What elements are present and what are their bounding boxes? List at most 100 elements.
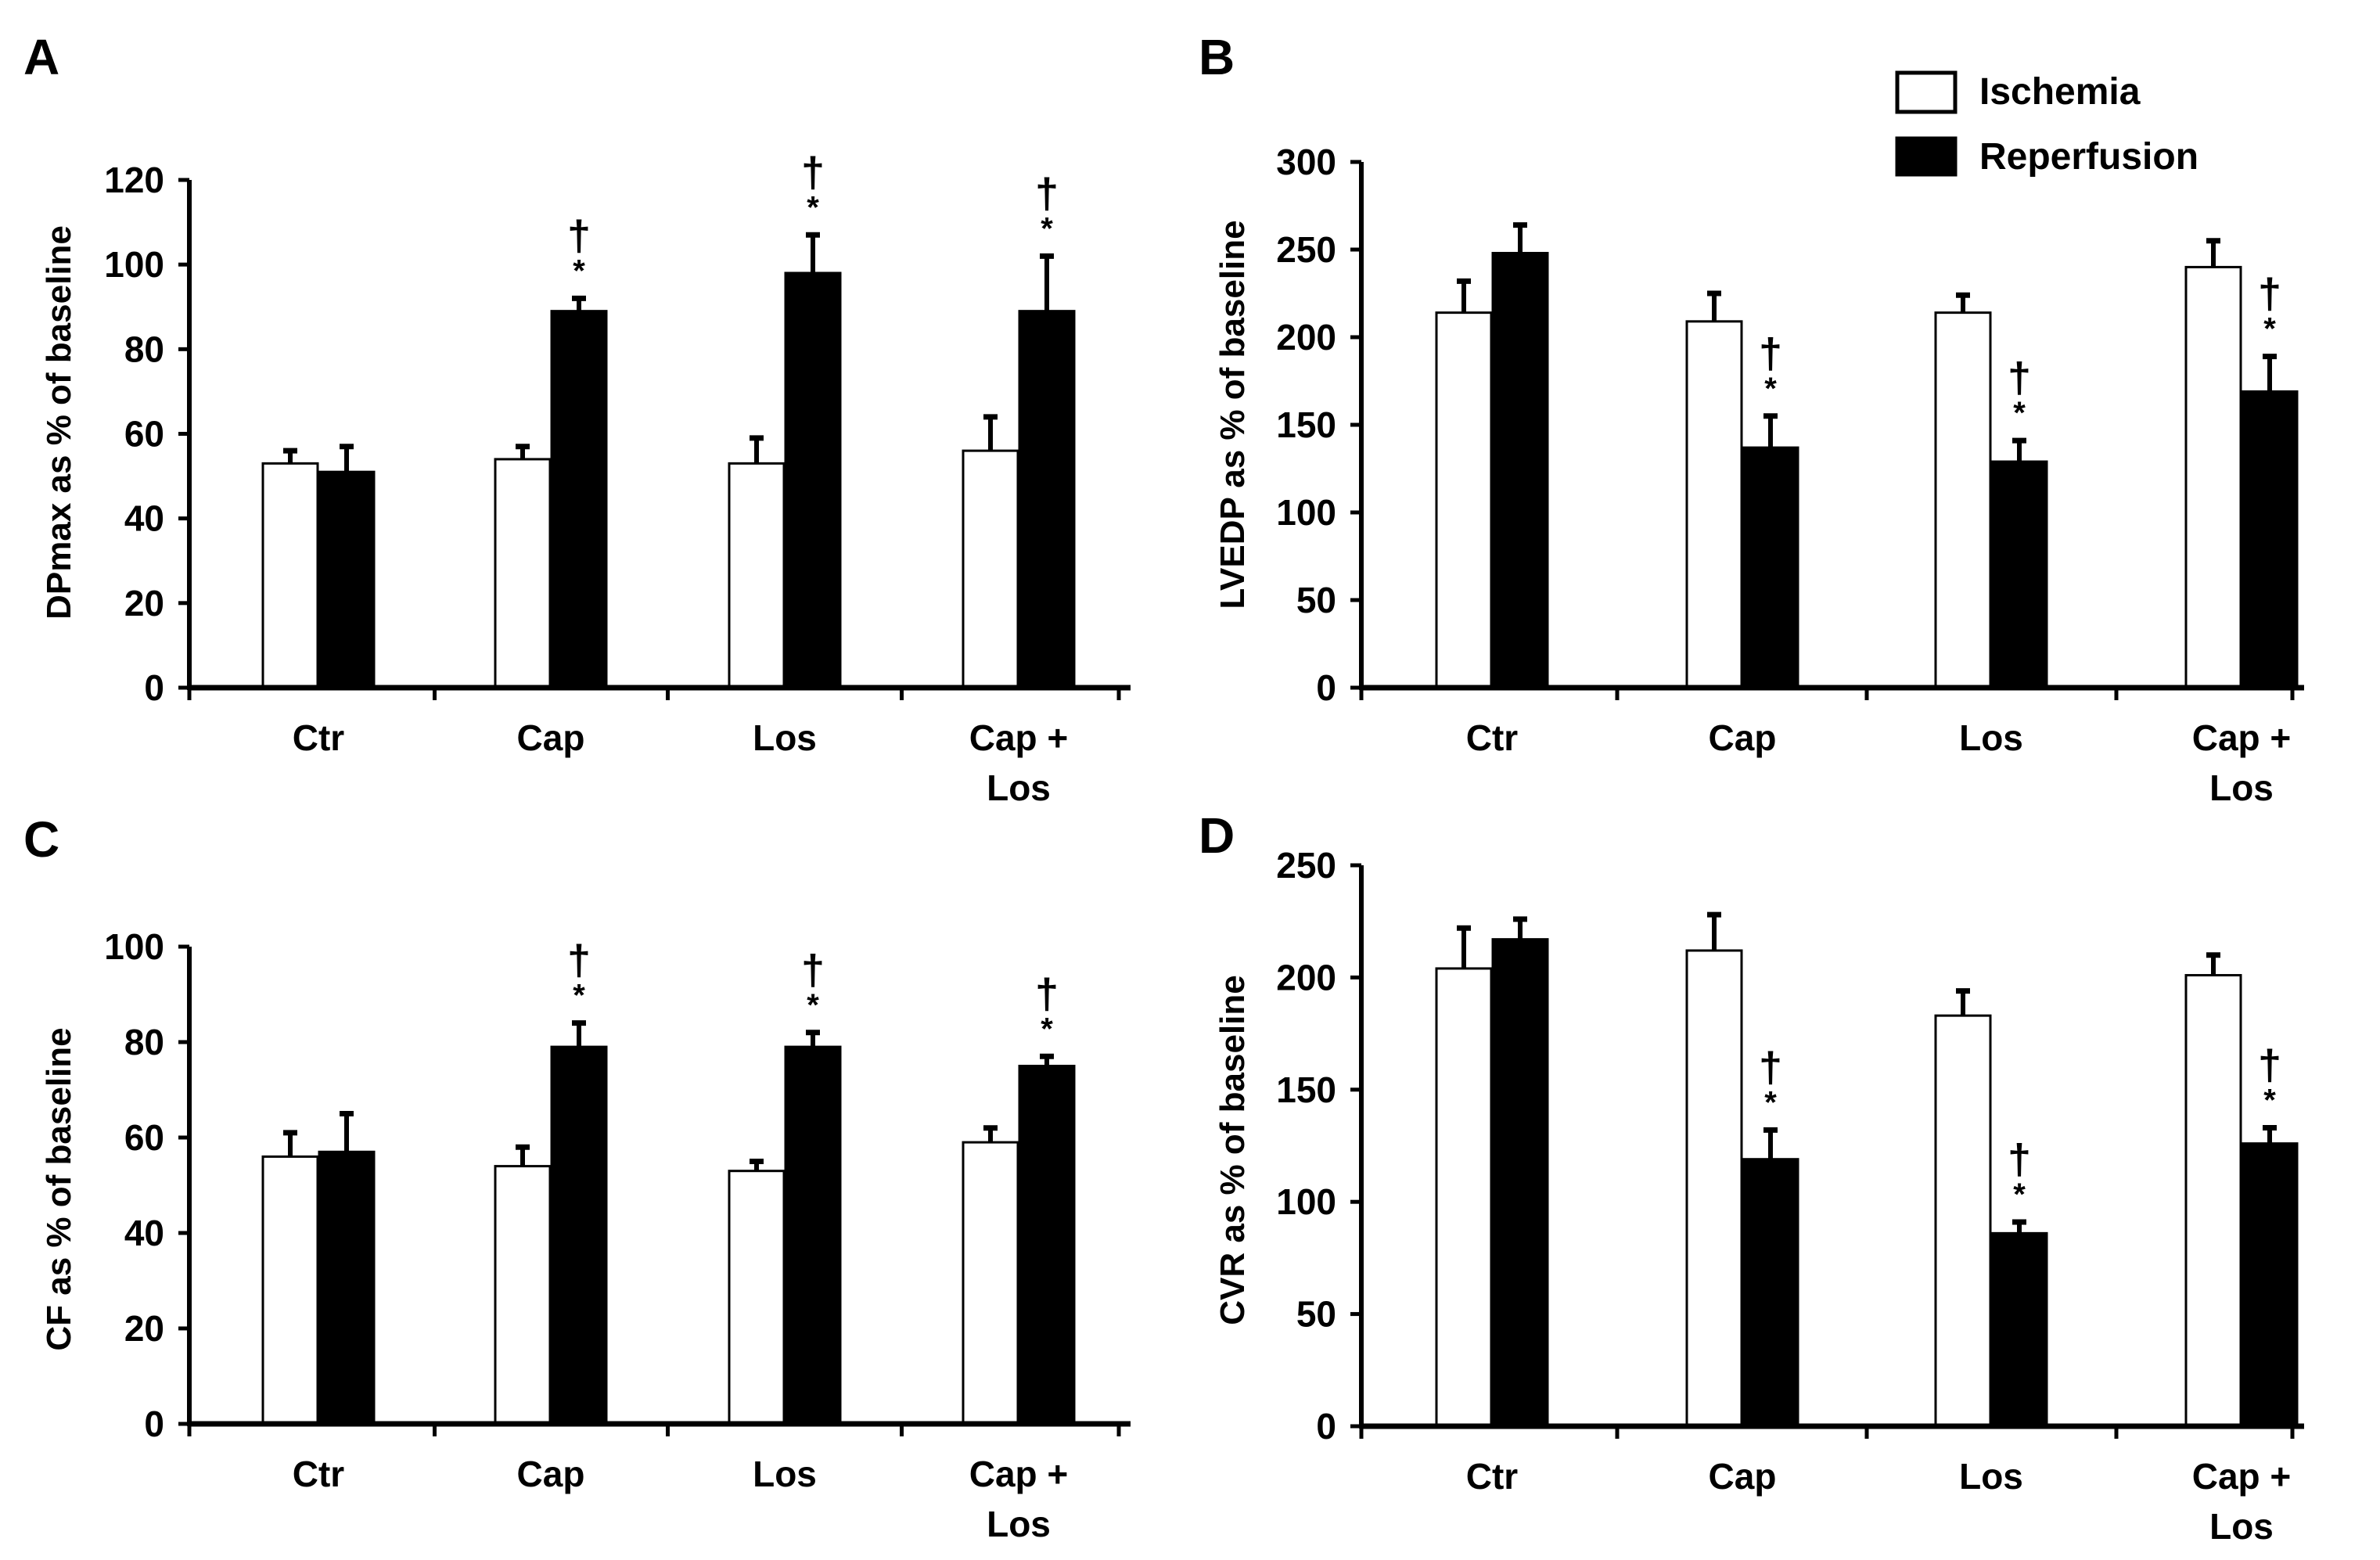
y-tick-label: 120 xyxy=(104,160,164,200)
bar-reperfusion xyxy=(1018,1065,1076,1425)
x-tick-label: Cap xyxy=(1709,717,1777,758)
bar-ischemia xyxy=(728,462,786,689)
bar-ischemia xyxy=(494,1165,552,1425)
bar-ischemia xyxy=(1934,311,1992,689)
legend-swatch-ischemia xyxy=(1895,70,1958,114)
y-tick-label: 50 xyxy=(1296,580,1336,620)
y-tick-label: 20 xyxy=(124,583,164,624)
bar-ischemia xyxy=(2184,265,2242,689)
bar-reperfusion xyxy=(550,1045,608,1425)
bar-reperfusion xyxy=(318,470,376,689)
y-tick-label: 250 xyxy=(1276,845,1336,886)
x-tick-label: Cap xyxy=(517,1454,585,1494)
bar-reperfusion xyxy=(1018,310,1076,689)
significance-asterisk: * xyxy=(2013,396,2026,430)
y-tick-label: 0 xyxy=(1316,1406,1336,1447)
significance-dagger: † xyxy=(801,947,825,994)
bar-ischemia xyxy=(962,1141,1019,1425)
y-tick-label: 150 xyxy=(1276,1069,1336,1110)
y-tick-label: 60 xyxy=(124,1117,164,1158)
y-tick-label: 40 xyxy=(124,498,164,539)
x-tick-label: Cap xyxy=(517,717,585,758)
bar-reperfusion xyxy=(318,1150,376,1425)
x-tick-label: Ctr xyxy=(1466,717,1519,758)
x-tick-label: Cap + xyxy=(969,1454,1069,1494)
bar-ischemia xyxy=(1685,320,1743,689)
y-tick-label: 100 xyxy=(104,244,164,285)
bar-ischemia xyxy=(1435,311,1493,689)
panel-letter: D xyxy=(1199,807,1235,864)
bar-reperfusion xyxy=(2241,390,2299,689)
significance-dagger: † xyxy=(1035,970,1059,1017)
bar-ischemia xyxy=(1934,1014,1992,1428)
x-tick-label: Ctr xyxy=(1466,1456,1519,1497)
legend: Ischemia Reperfusion xyxy=(1895,70,2198,178)
x-tick-label: Ctr xyxy=(293,717,345,758)
significance-dagger: † xyxy=(1759,330,1782,377)
y-axis-label: DPmax as % of baseline xyxy=(40,225,78,620)
panel-C: CCF as % of baseline*†*†*†020406080100Ct… xyxy=(23,811,1131,1544)
y-axis-label: CF as % of baseline xyxy=(40,1027,78,1350)
y-tick-label: 50 xyxy=(1296,1294,1336,1335)
x-tick-label: Los xyxy=(753,717,817,758)
y-axis-label: CVR as % of baseline xyxy=(1213,975,1252,1325)
legend-label-reperfusion: Reperfusion xyxy=(1979,136,2198,178)
y-tick-label: 200 xyxy=(1276,317,1336,358)
significance-asterisk: * xyxy=(1041,211,1053,246)
bar-reperfusion xyxy=(1990,1231,2048,1428)
y-tick-label: 300 xyxy=(1276,142,1336,182)
significance-dagger: † xyxy=(1035,170,1059,217)
bar-ischemia xyxy=(2184,974,2242,1428)
significance-asterisk: * xyxy=(573,253,585,288)
bar-ischemia xyxy=(261,1155,319,1425)
significance-asterisk: * xyxy=(807,988,819,1023)
significance-dagger: † xyxy=(567,212,591,259)
x-tick-label: Cap + xyxy=(2192,1456,2292,1497)
x-tick-label: Cap + xyxy=(2192,717,2292,758)
significance-asterisk: * xyxy=(2263,1084,2276,1118)
significance-dagger: † xyxy=(567,937,591,984)
significance-asterisk: * xyxy=(807,190,819,225)
y-tick-label: 80 xyxy=(124,1022,164,1062)
bar-reperfusion xyxy=(784,1045,842,1425)
x-tick-label: Los xyxy=(753,1454,817,1494)
y-tick-label: 200 xyxy=(1276,957,1336,997)
bar-reperfusion xyxy=(550,310,608,689)
x-tick-label: Cap + xyxy=(969,717,1069,758)
y-tick-label: 100 xyxy=(104,926,164,967)
x-tick-label: Los xyxy=(1959,717,2023,758)
y-tick-label: 100 xyxy=(1276,492,1336,533)
significance-dagger: † xyxy=(1759,1044,1782,1091)
significance-dagger: † xyxy=(2258,1042,2281,1089)
significance-asterisk: * xyxy=(2263,312,2276,347)
y-tick-label: 60 xyxy=(124,414,164,455)
significance-asterisk: * xyxy=(2013,1177,2026,1212)
x-tick-label: Los xyxy=(2209,767,2274,808)
bar-ischemia xyxy=(1685,949,1743,1428)
y-tick-label: 250 xyxy=(1276,229,1336,270)
x-tick-label: Los xyxy=(987,767,1051,808)
y-tick-label: 150 xyxy=(1276,404,1336,445)
significance-asterisk: * xyxy=(1764,1085,1777,1120)
significance-dagger: † xyxy=(2008,354,2031,401)
significance-asterisk: * xyxy=(573,979,585,1013)
significance-dagger: † xyxy=(2258,271,2281,318)
bar-reperfusion xyxy=(1742,1158,1799,1428)
significance-asterisk: * xyxy=(1041,1012,1053,1046)
bar-reperfusion xyxy=(1491,251,1549,689)
y-tick-label: 100 xyxy=(1276,1181,1336,1222)
legend-swatch-reperfusion xyxy=(1895,136,1958,177)
legend-label-ischemia: Ischemia xyxy=(1979,71,2141,113)
bar-reperfusion xyxy=(784,271,842,689)
y-tick-label: 20 xyxy=(124,1308,164,1349)
bar-reperfusion xyxy=(2241,1142,2299,1428)
y-axis-label: LVEDP as % of baseline xyxy=(1213,220,1252,609)
y-tick-label: 40 xyxy=(124,1213,164,1253)
significance-dagger: † xyxy=(801,149,825,196)
x-tick-label: Ctr xyxy=(293,1454,345,1494)
bar-reperfusion xyxy=(1990,460,2048,689)
